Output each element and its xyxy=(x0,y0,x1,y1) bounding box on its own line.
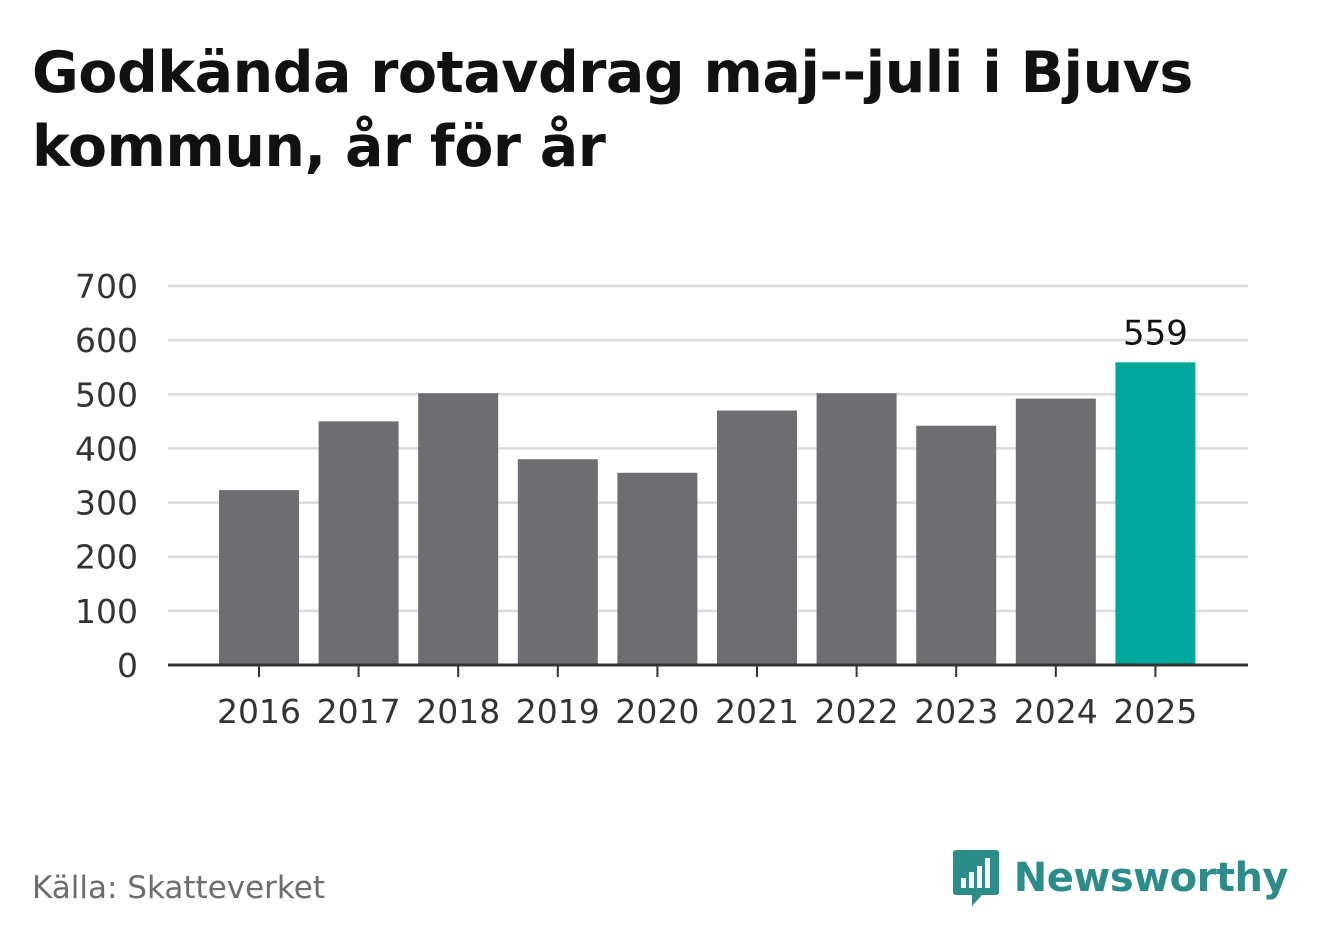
bar-2021 xyxy=(717,410,797,665)
x-tick-label: 2025 xyxy=(1113,692,1197,731)
x-tick-label: 2021 xyxy=(715,692,799,731)
bar-2019 xyxy=(517,459,598,665)
y-tick-label: 400 xyxy=(75,429,138,468)
brand-name: Newsworthy xyxy=(1013,855,1289,901)
data-labels: 559 xyxy=(1123,313,1188,353)
data-label: 559 xyxy=(1123,313,1188,353)
x-tick-label: 2024 xyxy=(1014,692,1098,731)
y-tick-label: 200 xyxy=(75,538,138,577)
y-tick-label: 0 xyxy=(117,646,138,685)
bar-2023 xyxy=(916,425,997,665)
source-note: Källa: Skatteverket xyxy=(32,870,326,906)
y-tick-label: 100 xyxy=(75,592,138,631)
y-tick-label: 700 xyxy=(75,267,138,306)
newsworthy-logo-icon xyxy=(952,850,999,906)
bar-2022 xyxy=(816,393,897,665)
bar-2020 xyxy=(617,472,698,665)
x-tick-label: 2020 xyxy=(615,692,699,731)
x-tick-label: 2017 xyxy=(317,692,401,731)
x-tick-label: 2018 xyxy=(416,692,500,731)
x-tick-label: 2019 xyxy=(516,692,600,731)
x-tick-label: 2016 xyxy=(217,692,301,731)
x-tick-label: 2023 xyxy=(914,692,998,731)
bar-2017 xyxy=(318,421,399,665)
bar-2018 xyxy=(418,393,499,665)
chart-title: Godkända rotavdrag maj--juli i Bjuvs kom… xyxy=(32,40,1193,180)
x-tick-label: 2022 xyxy=(815,692,899,731)
y-axis-ticks: 0 100 200 300 400 500 600 700 xyxy=(75,267,138,685)
bar-2024 xyxy=(1015,398,1096,665)
y-tick-label: 600 xyxy=(75,321,138,360)
bar-2025 xyxy=(1115,362,1196,665)
bars xyxy=(219,362,1196,665)
brand-logo: Newsworthy xyxy=(952,848,1289,908)
x-axis-ticks: 2016 2017 2018 2019 2020 2021 2022 2023 2024 2025 xyxy=(217,665,1197,731)
y-tick-label: 300 xyxy=(75,484,138,523)
y-tick-label: 500 xyxy=(75,375,138,414)
bar-2016 xyxy=(219,490,299,665)
